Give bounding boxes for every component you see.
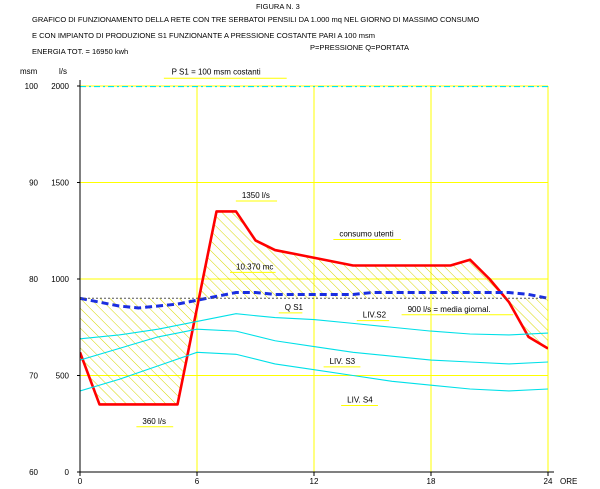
y-axis-label-right: l/s: [59, 67, 67, 76]
header-line-1: GRAFICO DI FUNZIONAMENTO DELLA RETE CON …: [32, 15, 479, 24]
header-line-3-right: P=PRESSIONE Q=PORTATA: [310, 43, 409, 52]
series-supply_qs1: [80, 291, 548, 310]
x-tick-label: 18: [427, 477, 436, 486]
axes: [77, 80, 554, 476]
y-tick-label-right: 1500: [51, 179, 69, 188]
annotation-label: 1350 l/s: [242, 191, 270, 200]
y-tick-label-left: 90: [29, 179, 38, 188]
annotation-label: LIV. S4: [347, 396, 373, 405]
series-label-ps1: P S1 = 100 msm costanti: [172, 67, 261, 76]
y-tick-label-left: 80: [29, 275, 38, 284]
header-line-3-left: ENERGIA TOT. = 16950 kwh: [32, 47, 128, 56]
series-levels: [80, 328, 548, 365]
annotation-label: 10.370 mc: [236, 262, 273, 271]
x-tick-label: 6: [195, 477, 200, 486]
y-tick-label-right: 0: [65, 468, 70, 477]
x-tick-label: 12: [310, 477, 319, 486]
hatch-areas: [80, 211, 548, 405]
y-tick-label-right: 500: [56, 372, 70, 381]
annotation-label: Q S1: [285, 303, 304, 312]
annotation-label: LIV.S2: [363, 311, 387, 320]
y-axis-label-left: msm: [20, 67, 38, 76]
annotation-label: 900 l/s = media giornal.: [408, 305, 491, 314]
x-tick-label: 24: [544, 477, 553, 486]
y-tick-label-left: 100: [25, 82, 39, 91]
annotations: P S1 = 100 msm costanti 1350 l/s consumo u…: [136, 67, 514, 428]
x-tick-label: 0: [78, 477, 83, 486]
header-line-2: E CON IMPIANTO DI PRODUZIONE S1 FUNZIONA…: [32, 31, 375, 40]
y-tick-label-right: 1000: [51, 275, 69, 284]
series-levels: [80, 313, 548, 340]
y-tick-label-left: 60: [29, 468, 38, 477]
hatched-area: [80, 211, 548, 405]
annotation-label: consumo utenti: [339, 230, 393, 239]
annotation-label: LIV. S3: [330, 357, 356, 366]
series-levels: [80, 351, 548, 392]
figure-label: FIGURA N. 3: [256, 2, 300, 11]
series-consumption: [80, 210, 548, 406]
annotation-label: 360 l/s: [142, 417, 166, 426]
series-layer: [80, 86, 548, 406]
x-axis-label: ORE: [560, 477, 577, 486]
y-tick-label-left: 70: [29, 372, 38, 381]
y-tick-label-right: 2000: [51, 82, 69, 91]
